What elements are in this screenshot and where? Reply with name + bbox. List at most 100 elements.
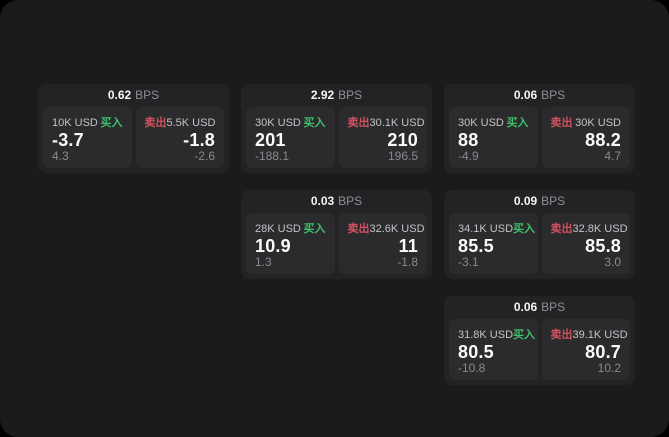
quote-card-grid: 0.62 BPS 10K USD 买入 -3.7 4.3 卖出 5.5K USD bbox=[38, 84, 635, 385]
buy-price: 88 bbox=[458, 130, 479, 150]
sell-amount: 30K USD bbox=[575, 117, 621, 129]
buy-pane[interactable]: 30K USD 买入 201 -188.1 bbox=[246, 107, 335, 168]
buy-side-label: 买入 bbox=[303, 223, 326, 235]
buy-pane[interactable]: 34.1K USD 买入 85.5 -3.1 bbox=[449, 213, 538, 274]
sell-pane-toprow: 卖出 30.1K USD bbox=[347, 114, 425, 130]
bps-unit: BPS bbox=[541, 300, 566, 314]
sell-sub-value: -2.6 bbox=[194, 149, 215, 163]
sell-side-label: 卖出 bbox=[347, 117, 370, 129]
buy-sell-panes: 30K USD 买入 201 -188.1 卖出 30.1K USD 210 1… bbox=[246, 107, 427, 168]
sell-sub-value: -1.8 bbox=[397, 255, 418, 269]
buy-pane-toprow: 31.8K USD 买入 bbox=[458, 326, 535, 342]
sell-price: 210 bbox=[387, 130, 418, 150]
sell-sub-value: 3.0 bbox=[604, 255, 621, 269]
sell-pane[interactable]: 卖出 30K USD 88.2 4.7 bbox=[541, 107, 630, 168]
buy-side-label: 买入 bbox=[303, 117, 326, 129]
buy-pane-toprow: 10K USD 买入 bbox=[52, 114, 123, 130]
sell-side-label: 卖出 bbox=[144, 117, 167, 129]
buy-sell-panes: 28K USD 买入 10.9 1.3 卖出 32.6K USD 11 -1.8 bbox=[246, 213, 427, 274]
buy-sell-panes: 31.8K USD 买入 80.5 -10.8 卖出 39.1K USD 80.… bbox=[449, 319, 630, 380]
buy-pane-toprow: 34.1K USD 买入 bbox=[458, 220, 535, 236]
buy-price: 85.5 bbox=[458, 236, 494, 256]
bps-header: 0.06 BPS bbox=[449, 299, 630, 316]
bps-value: 2.92 bbox=[310, 88, 335, 102]
buy-pane[interactable]: 28K USD 买入 10.9 1.3 bbox=[246, 213, 335, 274]
sell-pane[interactable]: 卖出 32.8K USD 85.8 3.0 bbox=[541, 213, 630, 274]
sell-amount: 32.6K USD bbox=[369, 223, 425, 235]
sell-side-label: 卖出 bbox=[550, 329, 573, 341]
bps-value: 0.03 bbox=[310, 194, 335, 208]
quote-card: 0.06 BPS 31.8K USD 买入 80.5 -10.8 卖出 39.1K… bbox=[444, 296, 635, 385]
sell-price: 88.2 bbox=[585, 130, 621, 150]
sell-amount: 5.5K USD bbox=[166, 117, 216, 129]
sell-amount: 32.8K USD bbox=[572, 223, 628, 235]
sell-pane-toprow: 卖出 5.5K USD bbox=[145, 114, 216, 130]
buy-sub-value: -3.1 bbox=[458, 255, 479, 269]
buy-pane[interactable]: 10K USD 买入 -3.7 4.3 bbox=[43, 107, 132, 168]
bps-unit: BPS bbox=[338, 88, 363, 102]
sell-sub-value: 4.7 bbox=[604, 149, 621, 163]
buy-pane-toprow: 30K USD 买入 bbox=[458, 114, 529, 130]
bps-value: 0.06 bbox=[513, 300, 538, 314]
quote-card: 0.06 BPS 30K USD 买入 88 -4.9 卖出 30K USD bbox=[444, 84, 635, 173]
bps-header: 0.06 BPS bbox=[449, 87, 630, 104]
buy-sell-panes: 10K USD 买入 -3.7 4.3 卖出 5.5K USD -1.8 -2.… bbox=[43, 107, 224, 168]
buy-sell-panes: 34.1K USD 买入 85.5 -3.1 卖出 32.8K USD 85.8… bbox=[449, 213, 630, 274]
buy-price: 80.5 bbox=[458, 342, 494, 362]
buy-pane-toprow: 28K USD 买入 bbox=[255, 220, 326, 236]
bps-value: 0.06 bbox=[513, 88, 538, 102]
bps-unit: BPS bbox=[135, 88, 160, 102]
buy-side-label: 买入 bbox=[100, 117, 123, 129]
sell-amount: 39.1K USD bbox=[572, 329, 628, 341]
buy-sell-panes: 30K USD 买入 88 -4.9 卖出 30K USD 88.2 4.7 bbox=[449, 107, 630, 168]
bps-value: 0.62 bbox=[107, 88, 132, 102]
buy-sub-value: 1.3 bbox=[255, 255, 272, 269]
buy-price: 10.9 bbox=[255, 236, 291, 256]
buy-pane[interactable]: 30K USD 买入 88 -4.9 bbox=[449, 107, 538, 168]
bps-header: 0.62 BPS bbox=[43, 87, 224, 104]
sell-pane[interactable]: 卖出 5.5K USD -1.8 -2.6 bbox=[135, 107, 224, 168]
buy-amount: 34.1K USD bbox=[458, 223, 514, 235]
buy-pane-toprow: 30K USD 买入 bbox=[255, 114, 326, 130]
buy-price: 201 bbox=[255, 130, 286, 150]
sell-pane-toprow: 卖出 32.6K USD bbox=[348, 220, 425, 236]
quote-card: 0.09 BPS 34.1K USD 买入 85.5 -3.1 卖出 32.8K … bbox=[444, 190, 635, 279]
bps-value: 0.09 bbox=[513, 194, 538, 208]
buy-sub-value: -10.8 bbox=[458, 361, 486, 375]
sell-side-label: 卖出 bbox=[550, 117, 573, 129]
bps-unit: BPS bbox=[541, 194, 566, 208]
bps-header: 0.09 BPS bbox=[449, 193, 630, 210]
quote-card: 0.62 BPS 10K USD 买入 -3.7 4.3 卖出 5.5K USD bbox=[38, 84, 229, 173]
sell-sub-value: 196.5 bbox=[387, 149, 418, 163]
sell-pane[interactable]: 卖出 30.1K USD 210 196.5 bbox=[338, 107, 427, 168]
buy-pane[interactable]: 31.8K USD 买入 80.5 -10.8 bbox=[449, 319, 538, 380]
bps-header: 2.92 BPS bbox=[246, 87, 427, 104]
sell-price: -1.8 bbox=[183, 130, 215, 150]
buy-price: -3.7 bbox=[52, 130, 84, 150]
buy-amount: 28K USD bbox=[255, 223, 301, 235]
sell-price: 85.8 bbox=[585, 236, 621, 256]
buy-amount: 31.8K USD bbox=[458, 329, 514, 341]
bps-header: 0.03 BPS bbox=[246, 193, 427, 210]
sell-pane-toprow: 卖出 32.8K USD bbox=[550, 220, 628, 236]
buy-amount: 10K USD bbox=[52, 117, 98, 129]
buy-sub-value: -4.9 bbox=[458, 149, 479, 163]
buy-side-label: 买入 bbox=[506, 117, 529, 129]
sell-pane-toprow: 卖出 30K USD bbox=[551, 114, 622, 130]
bps-unit: BPS bbox=[541, 88, 566, 102]
bps-unit: BPS bbox=[338, 194, 363, 208]
buy-amount: 30K USD bbox=[458, 117, 504, 129]
sell-sub-value: 10.2 bbox=[597, 361, 621, 375]
buy-sub-value: 4.3 bbox=[52, 149, 69, 163]
buy-amount: 30K USD bbox=[255, 117, 301, 129]
quote-card: 0.03 BPS 28K USD 买入 10.9 1.3 卖出 32.6K USD bbox=[241, 190, 432, 279]
buy-side-label: 买入 bbox=[513, 223, 536, 235]
sell-side-label: 卖出 bbox=[550, 223, 573, 235]
sell-pane[interactable]: 卖出 32.6K USD 11 -1.8 bbox=[338, 213, 427, 274]
quote-card: 2.92 BPS 30K USD 买入 201 -188.1 卖出 30.1K U… bbox=[241, 84, 432, 173]
sell-pane-toprow: 卖出 39.1K USD bbox=[550, 326, 628, 342]
buy-side-label: 买入 bbox=[513, 329, 536, 341]
sell-price: 80.7 bbox=[585, 342, 621, 362]
sell-pane[interactable]: 卖出 39.1K USD 80.7 10.2 bbox=[541, 319, 630, 380]
